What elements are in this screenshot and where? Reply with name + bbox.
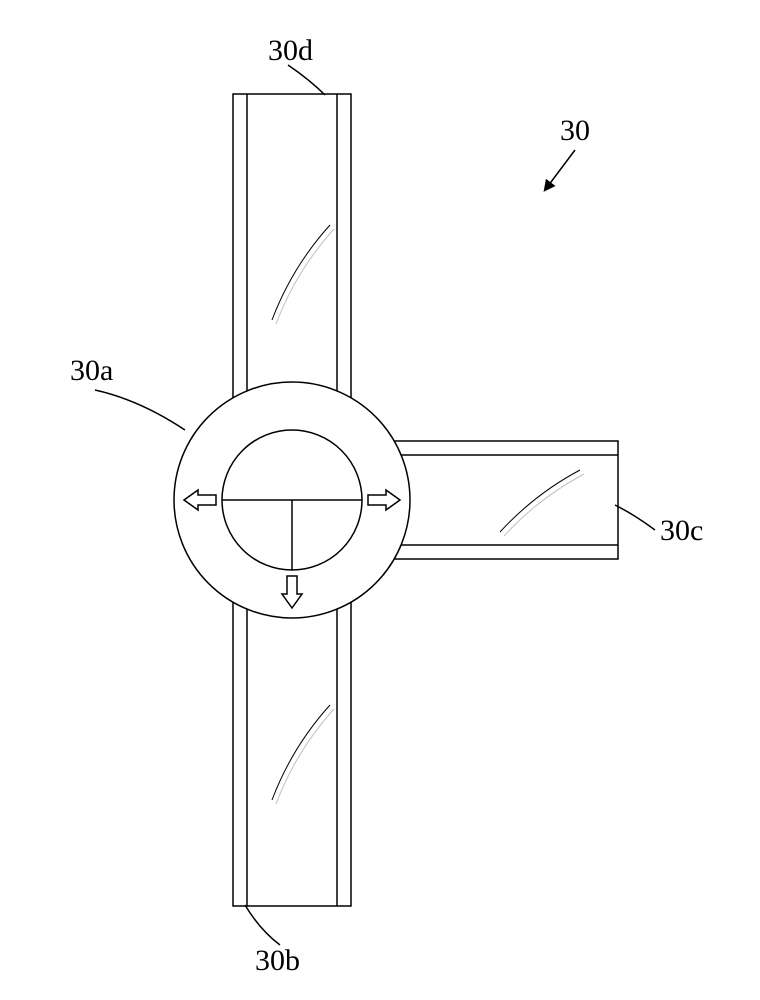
- label-top: 30d: [268, 34, 313, 67]
- tube-top-outline: [233, 94, 351, 398]
- diagram-canvas: 30 30d 30a 30c 30b: [0, 0, 760, 1000]
- label-assembly: 30: [560, 114, 590, 147]
- highlight-arc: [500, 470, 580, 532]
- leader-line: [95, 390, 185, 430]
- leader-line: [288, 65, 325, 95]
- leader-line: [245, 905, 280, 945]
- leader-line: [545, 150, 575, 190]
- label-bottom: 30b: [255, 944, 300, 977]
- tube-right-outline: [394, 441, 618, 559]
- label-right: 30c: [660, 514, 703, 547]
- leader-line: [615, 505, 655, 530]
- label-left: 30a: [70, 354, 113, 387]
- tube-bottom-outline: [233, 602, 351, 906]
